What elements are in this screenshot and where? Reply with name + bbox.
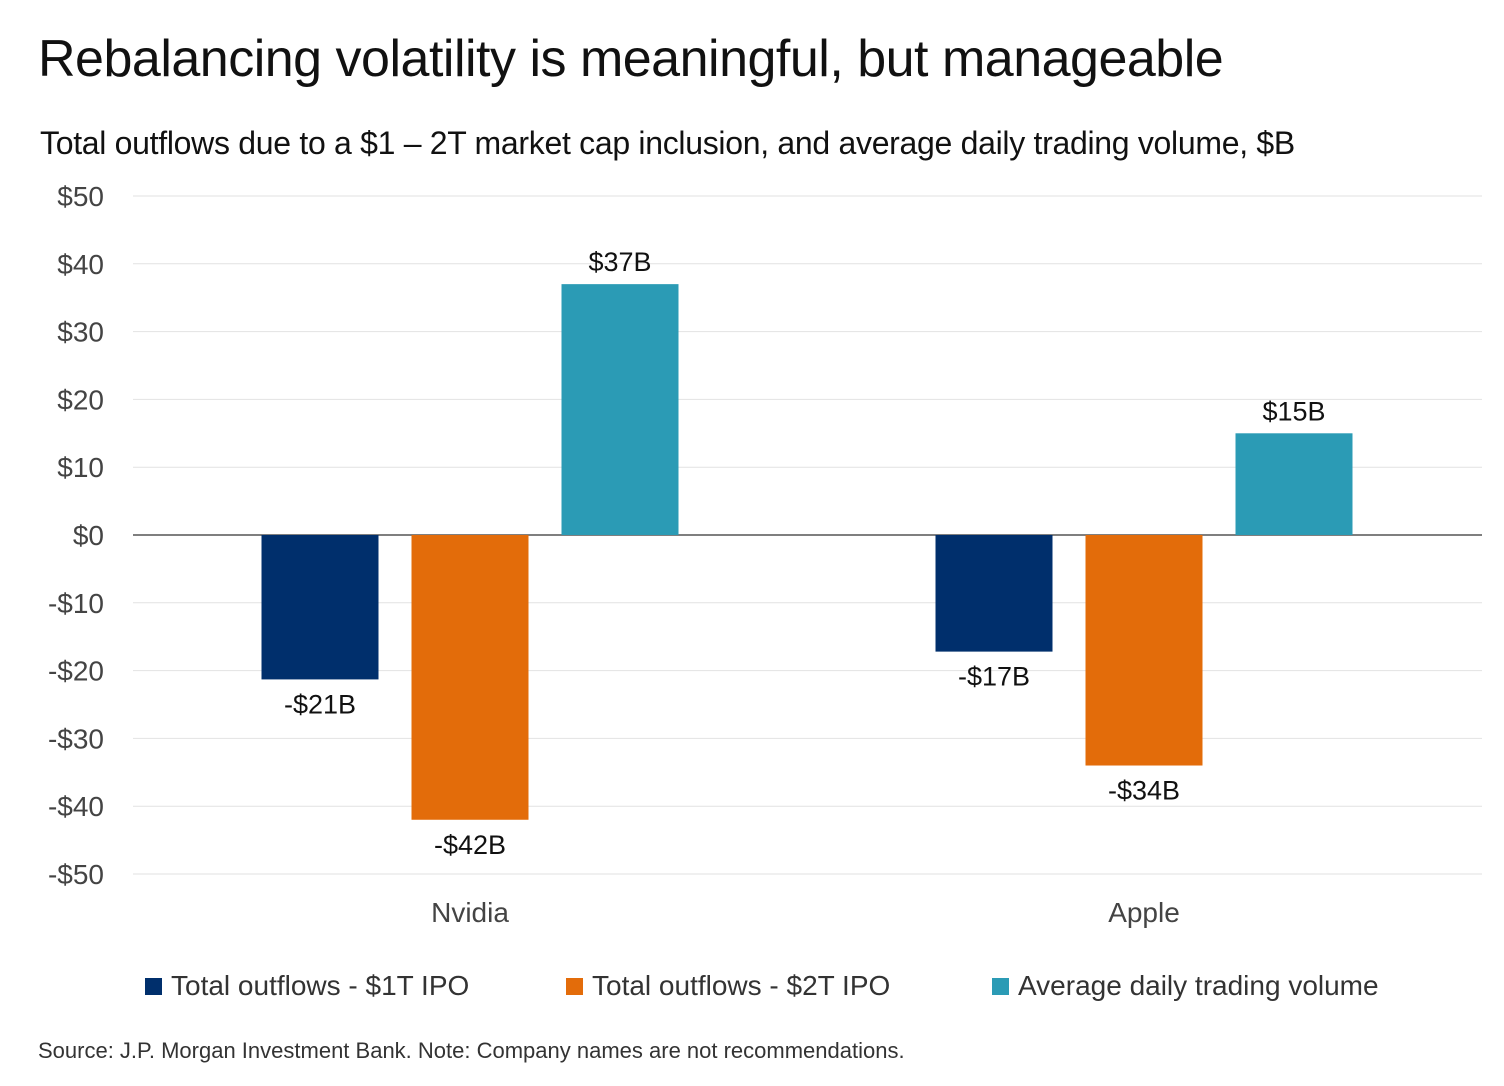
y-tick-label: -$30: [48, 723, 104, 754]
x-tick-label: Apple: [1108, 897, 1180, 928]
data-label: -$42B: [434, 830, 506, 860]
data-label: -$21B: [284, 689, 356, 719]
y-tick-label: $20: [57, 384, 104, 415]
data-label: -$34B: [1108, 776, 1180, 806]
legend-item-trading-volume: Average daily trading volume: [992, 962, 1379, 1010]
source-note: Source: J.P. Morgan Investment Bank. Not…: [38, 1038, 905, 1063]
legend-item-2t-ipo: Total outflows - $2T IPO: [566, 962, 890, 1010]
chart-title: Rebalancing volatility is meaningful, bu…: [38, 30, 1224, 88]
legend-swatch-trading-volume: [992, 977, 1009, 995]
legend-label-2t-ipo: Total outflows - $2T IPO: [592, 970, 891, 1001]
y-tick-label: -$20: [48, 656, 104, 687]
data-label: $15B: [1262, 396, 1325, 426]
y-tick-label: -$10: [48, 588, 104, 619]
bar: [411, 535, 529, 820]
y-tick-label: -$40: [48, 791, 104, 822]
y-tick-label: $40: [57, 249, 104, 280]
bar: [561, 284, 679, 535]
y-tick-label: $30: [57, 317, 104, 348]
data-label: $37B: [588, 247, 651, 277]
legend-item-1t-ipo: Total outflows - $1T IPO: [145, 962, 469, 1010]
chart-subtitle: Total outflows due to a $1 – 2T market c…: [40, 125, 1295, 161]
bar: [1235, 433, 1353, 535]
bar: [261, 535, 379, 680]
legend-swatch-1t-ipo: [145, 977, 162, 995]
y-tick-label: $50: [57, 181, 104, 212]
y-tick-label: $10: [57, 452, 104, 483]
legend-label-1t-ipo: Total outflows - $1T IPO: [171, 970, 470, 1001]
legend-swatch-2t-ipo: [566, 977, 583, 995]
bar: [1085, 535, 1203, 766]
y-tick-label: $0: [73, 520, 104, 551]
data-label: -$17B: [958, 662, 1030, 692]
legend-label-trading-volume: Average daily trading volume: [1018, 970, 1379, 1001]
bar-chart: $50 $40 $30 $20 $10 $0 -$10 -$20 -$30 -$40 -$50 -$2…: [48, 181, 1482, 928]
y-tick-label: -$50: [48, 859, 104, 890]
x-tick-label: Nvidia: [431, 897, 509, 928]
chart-legend: Total outflows - $1T IPO Total outflows …: [0, 962, 1504, 1010]
bar: [935, 535, 1053, 652]
